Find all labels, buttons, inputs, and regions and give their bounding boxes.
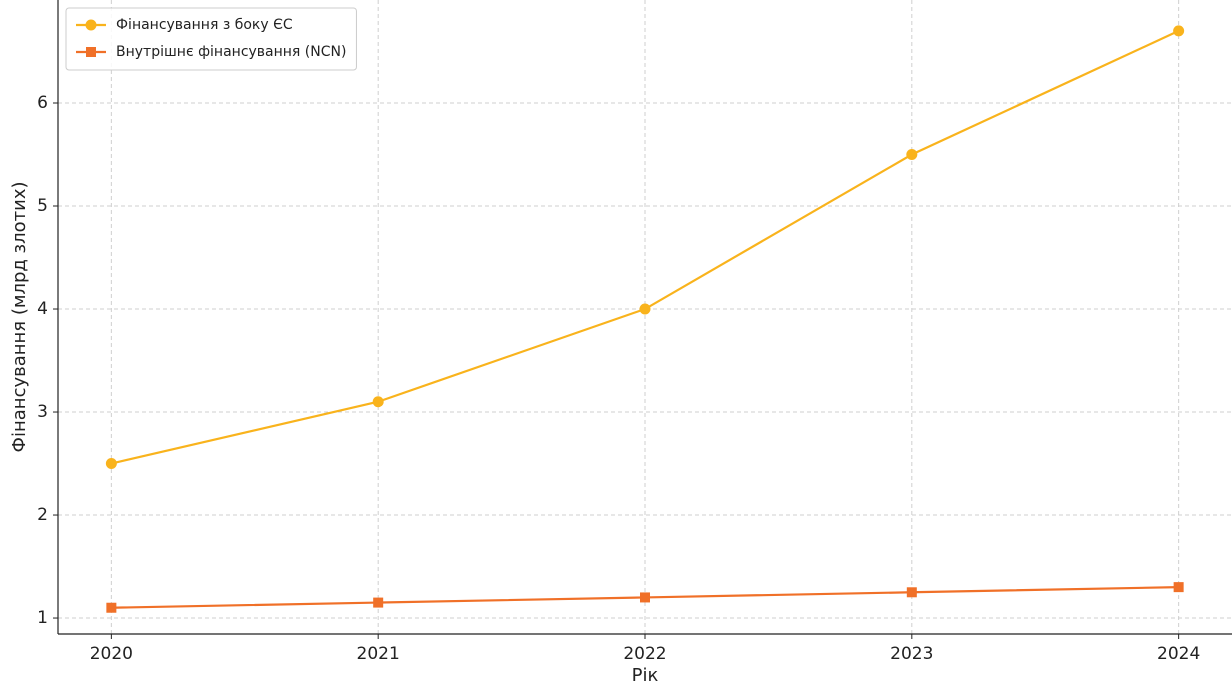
legend-label: Внутрішнє фінансування (NCN) (116, 44, 346, 60)
legend-box (65, 7, 357, 71)
marker (906, 587, 917, 598)
marker (86, 47, 96, 57)
marker (105, 458, 117, 470)
marker (1173, 25, 1185, 37)
y-tick-label: 3 (37, 402, 48, 422)
y-tick-label: 5 (37, 196, 48, 216)
plot-lines (105, 25, 1185, 613)
x-tick-label: 2021 (357, 644, 400, 664)
marker (373, 597, 384, 608)
legend: Фінансування з боку ЄС Внутрішнє фінансув… (65, 7, 357, 71)
marker (1173, 582, 1184, 593)
y-tick-label: 1 (37, 608, 48, 628)
y-axis-label: Фінансування (млрд злотих) (9, 182, 30, 453)
marker (640, 592, 650, 603)
marker (106, 602, 117, 613)
x-tick-label: 2023 (890, 644, 933, 664)
grid (58, 0, 1232, 634)
x-axis-label: Рік (632, 665, 659, 686)
x-tick-label: 2022 (623, 644, 666, 664)
x-tick-label: 2024 (1157, 644, 1200, 664)
marker (85, 19, 97, 31)
y-tick-label: 2 (37, 505, 48, 525)
y-tick-label: 6 (37, 93, 48, 113)
x-tick-label: 2020 (90, 644, 133, 664)
marker (372, 396, 384, 408)
legend-label: Фінансування з боку ЄС (116, 17, 293, 33)
marker (906, 149, 918, 161)
marker (639, 303, 651, 315)
y-tick-label: 4 (37, 299, 48, 319)
